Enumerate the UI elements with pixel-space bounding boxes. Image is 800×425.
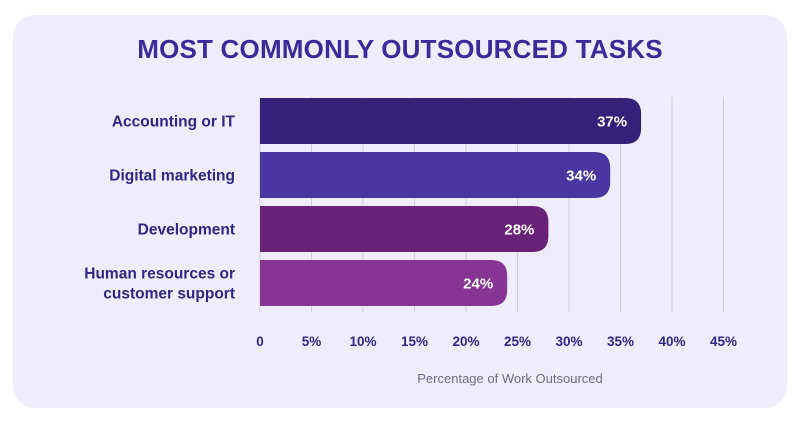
x-tick-label: 25% (504, 334, 531, 349)
x-tick-label: 35% (607, 334, 634, 349)
x-tick-label: 45% (710, 334, 737, 349)
chart-title: MOST COMMONLY OUTSOURCED TASKS (137, 34, 663, 64)
category-label: Accounting or IT (112, 114, 236, 131)
category-label: customer support (103, 286, 235, 303)
x-tick-label: 20% (452, 334, 479, 349)
x-tick-label: 30% (555, 334, 582, 349)
x-tick-label: 10% (349, 334, 376, 349)
bar-value-label: 24% (463, 276, 493, 293)
bar (260, 206, 549, 252)
bar (260, 152, 611, 198)
x-tick-label: 0 (256, 334, 264, 349)
bar-value-label: 37% (597, 114, 627, 131)
category-label: Human resources or (84, 266, 235, 283)
bar-value-label: 28% (504, 222, 534, 239)
bar (260, 260, 508, 306)
x-tick-label: 5% (302, 334, 322, 349)
bar-value-label: 34% (566, 168, 596, 185)
bars: 37% 34% 28% 24% (260, 98, 642, 306)
bar (260, 98, 642, 144)
category-labels: Accounting or IT Digital marketing Develop… (84, 114, 235, 303)
x-tick-label: 15% (401, 334, 428, 349)
x-axis-label: Percentage of Work Outsourced (417, 371, 603, 386)
x-tick-label: 40% (658, 334, 685, 349)
category-label: Digital marketing (109, 168, 235, 185)
category-label: Development (138, 222, 235, 239)
x-tick-labels: 0 5% 10% 15% 20% 25% 30% 35% 40% 45% (256, 334, 737, 349)
